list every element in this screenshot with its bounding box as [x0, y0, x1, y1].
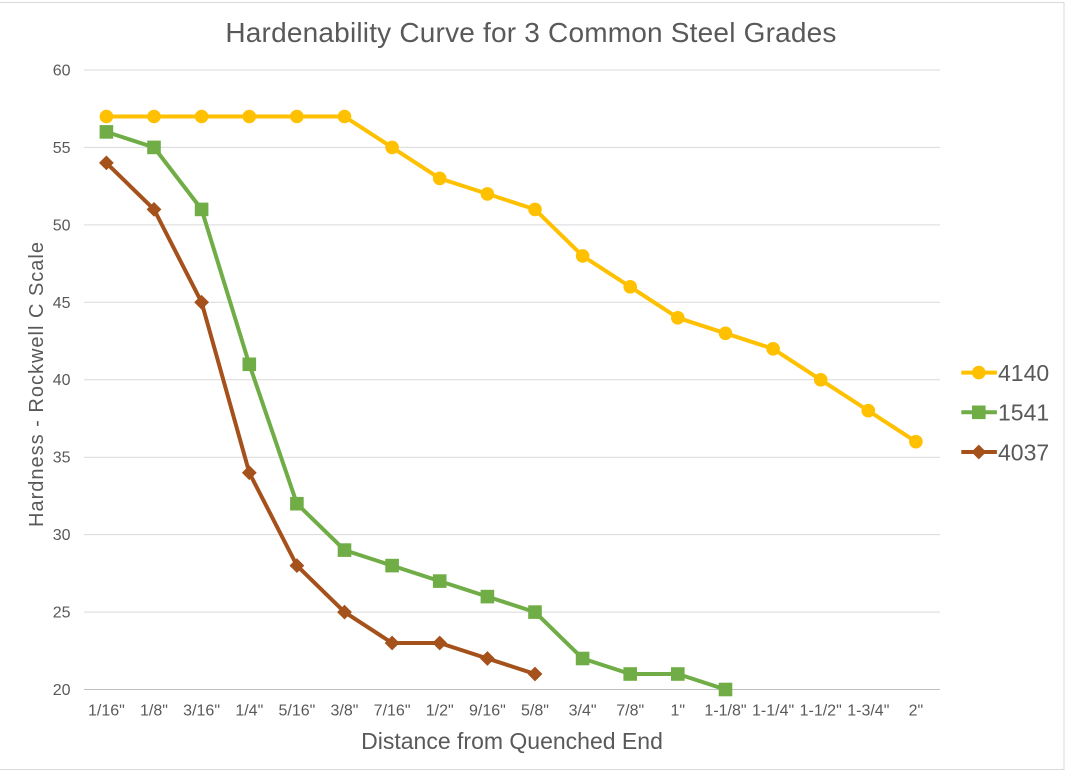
svg-text:1-3/4": 1-3/4" [847, 702, 889, 719]
svg-text:35: 35 [53, 450, 71, 467]
svg-text:1/8": 1/8" [140, 702, 168, 719]
svg-text:60: 60 [53, 63, 71, 80]
svg-text:1/16": 1/16" [88, 702, 125, 719]
svg-text:1-1/8": 1-1/8" [704, 702, 746, 719]
svg-text:3/4": 3/4" [569, 702, 597, 719]
svg-text:1": 1" [671, 702, 686, 719]
svg-text:1/2": 1/2" [426, 702, 454, 719]
svg-text:2": 2" [909, 702, 924, 719]
svg-text:9/16": 9/16" [469, 702, 506, 719]
svg-text:25: 25 [53, 605, 71, 622]
svg-text:45: 45 [53, 295, 71, 312]
svg-text:1/4": 1/4" [235, 702, 263, 719]
svg-text:7/16": 7/16" [374, 702, 411, 719]
svg-text:Distance from Quenched End: Distance from Quenched End [361, 728, 663, 754]
svg-text:1541: 1541 [998, 400, 1049, 426]
svg-text:3/16": 3/16" [183, 702, 220, 719]
svg-text:1-1/2": 1-1/2" [800, 702, 842, 719]
svg-text:Hardenability Curve for 3 Comm: Hardenability Curve for 3 Common Steel G… [225, 17, 836, 48]
svg-text:4140: 4140 [998, 360, 1049, 386]
svg-text:20: 20 [53, 682, 71, 699]
svg-text:5/8": 5/8" [521, 702, 549, 719]
svg-text:3/8": 3/8" [331, 702, 359, 719]
svg-text:55: 55 [53, 140, 71, 157]
svg-text:50: 50 [53, 217, 71, 234]
svg-text:5/16": 5/16" [278, 702, 315, 719]
svg-text:7/8": 7/8" [616, 702, 644, 719]
svg-text:40: 40 [53, 372, 71, 389]
svg-text:1-1/4": 1-1/4" [752, 702, 794, 719]
svg-text:Hardness - Rockwell C Scale: Hardness - Rockwell C Scale [26, 241, 48, 527]
svg-text:30: 30 [53, 527, 71, 544]
svg-text:4037: 4037 [998, 439, 1049, 465]
